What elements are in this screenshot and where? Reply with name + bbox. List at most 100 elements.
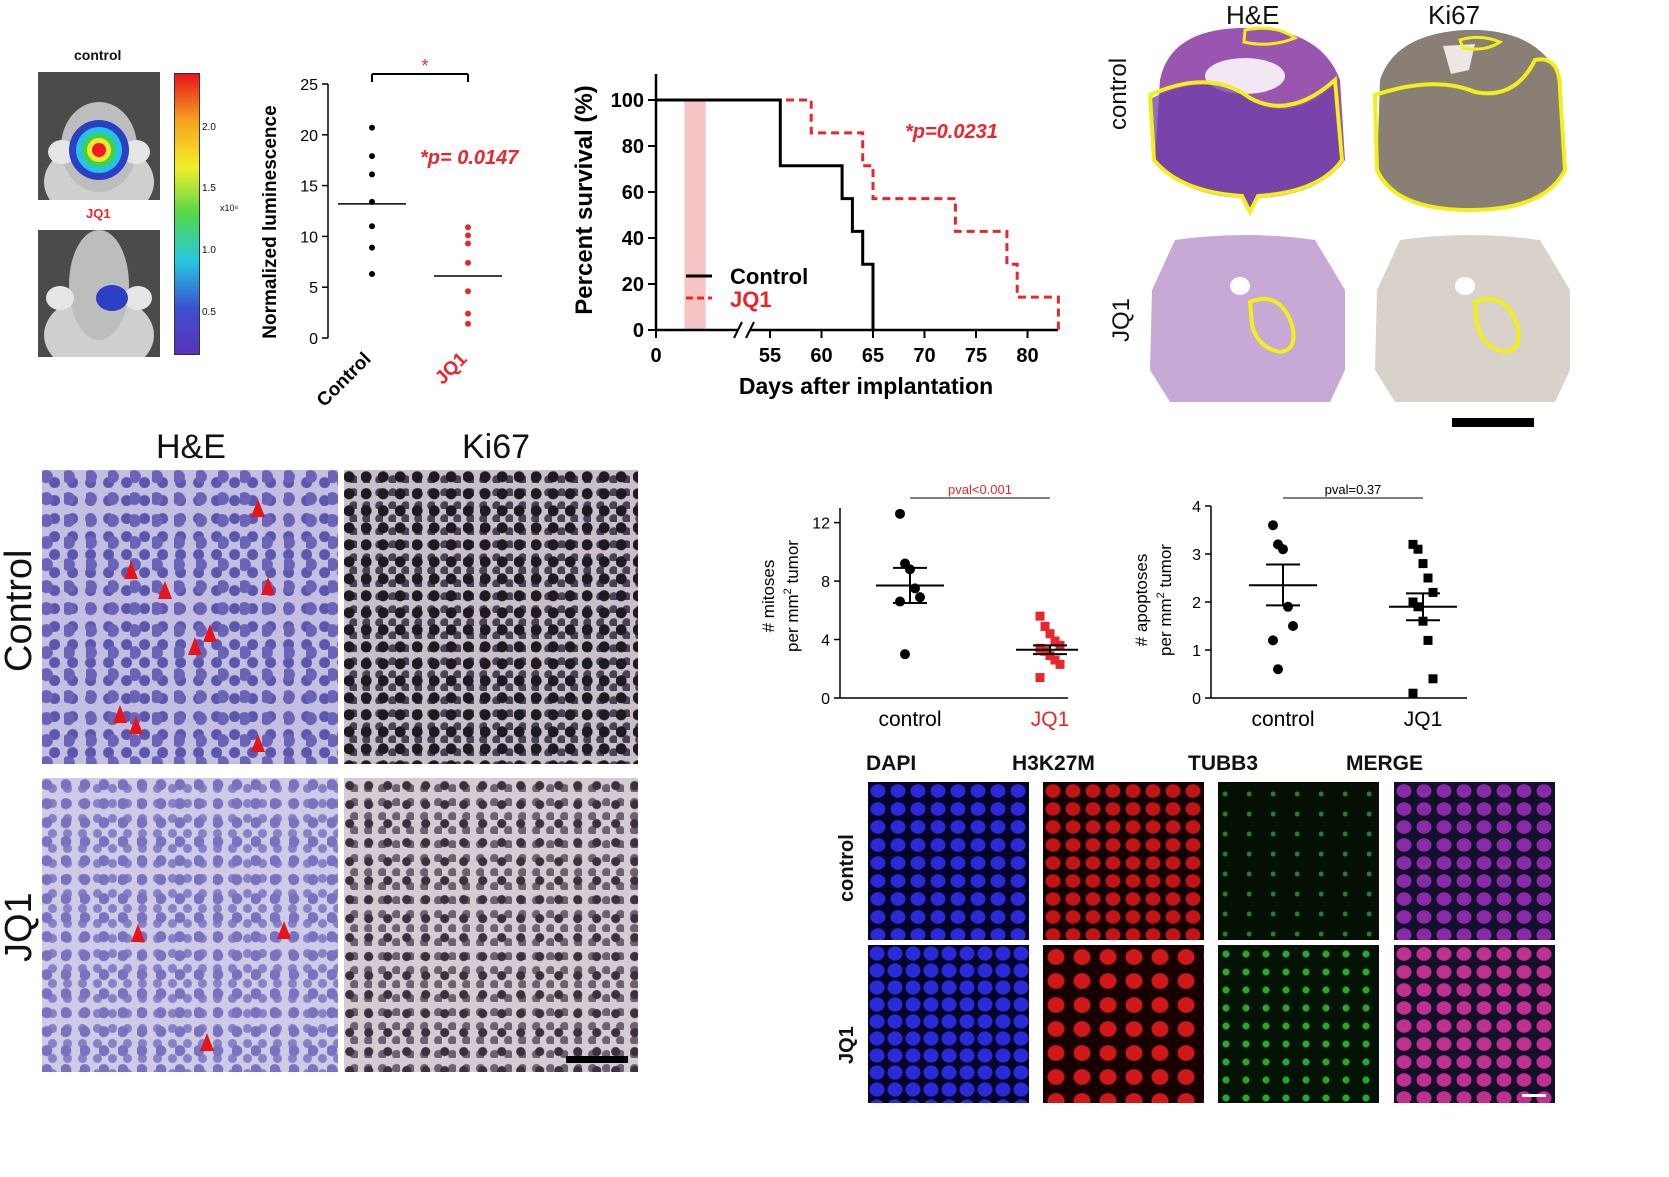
lum-point <box>369 171 375 178</box>
ap-ytick-label: 2 <box>1192 595 1201 612</box>
lum-point <box>369 270 375 277</box>
surv-ylabel: Percent survival (%) <box>571 85 598 314</box>
mitosis-arrowhead <box>203 624 217 642</box>
colorbar-tick: 0.5 <box>202 307 216 318</box>
lum-point <box>369 153 375 160</box>
lum-ylabel: Normalized luminescence <box>260 105 281 338</box>
ap-ytick-label: 4 <box>1192 499 1201 516</box>
if-control-h3k27m <box>1043 782 1204 940</box>
mitosis-arrowhead <box>129 716 143 734</box>
if-jq1-h3k27m <box>1043 945 1204 1103</box>
mitosis-arrowhead <box>113 705 127 723</box>
lum-point <box>369 223 375 230</box>
bli-colorbar-ticks: 2.0 1.5 1.0 0.5 x10⁸ <box>200 73 240 353</box>
mitosis-arrowhead <box>251 499 265 517</box>
mit-point <box>1045 629 1055 639</box>
mitosis-arrowhead <box>251 734 265 752</box>
section-control-ki67 <box>1372 29 1568 213</box>
mit-point <box>1055 659 1065 669</box>
ap-ytick-label: 3 <box>1192 547 1201 564</box>
histo-scale-bar <box>566 1056 628 1063</box>
surv-ytick-label: 100 <box>611 90 644 112</box>
surv-legend: Control JQ1 <box>686 264 808 312</box>
histo-control-he <box>42 470 338 764</box>
lum-point <box>465 259 471 266</box>
mit-point <box>1045 651 1055 661</box>
lum-point <box>465 240 471 247</box>
lum-point <box>369 124 375 131</box>
lum-point <box>465 224 471 231</box>
svg-text:per mm2 tumor: per mm2 tumor <box>782 540 802 652</box>
ap-ylabel-line1: # apoptoses <box>1132 554 1151 647</box>
ap-point <box>1278 544 1288 555</box>
colorbar-tick: 1.0 <box>202 245 216 256</box>
ap-point <box>1423 635 1433 645</box>
colorbar-unit: x10⁸ <box>220 203 239 213</box>
if-control-tubb3 <box>1218 782 1379 940</box>
ap-point <box>1283 601 1293 612</box>
mitoses-chart: # mitoses per mm2 tumor 0 4 8 12 pval<0.001… <box>759 482 1078 731</box>
mit-ytick-label: 12 <box>812 516 830 533</box>
ap-point <box>1408 597 1418 607</box>
section-row-control: control <box>1105 57 1132 130</box>
section-control-he <box>1147 26 1345 217</box>
mit-xtick-jq1: JQ1 <box>1031 708 1070 731</box>
lum-point <box>369 244 375 251</box>
lum-pvalue: *p= 0.0147 <box>420 147 519 169</box>
ap-point <box>1273 664 1283 675</box>
colorbar-tick: 1.5 <box>202 183 216 194</box>
mit-point <box>1035 643 1045 653</box>
ap-point <box>1268 520 1278 531</box>
if-jq1-merge <box>1394 945 1555 1103</box>
lum-xtick-control: Control <box>313 349 376 412</box>
mit-ylabel-line1: # mitoses <box>759 560 778 633</box>
mit-point <box>1050 655 1060 665</box>
bli-jq1-image <box>38 230 160 357</box>
bli-jq1-label: JQ1 <box>86 206 111 221</box>
mit-point <box>1040 621 1050 631</box>
mit-point <box>895 596 905 607</box>
lum-ytick-label: 25 <box>300 77 318 94</box>
mit-point <box>1035 611 1045 621</box>
mit-point <box>915 592 925 603</box>
surv-ytick-label: 0 <box>633 320 644 342</box>
section-col-ki67: Ki67 <box>1428 0 1481 30</box>
lum-ytick-label: 10 <box>300 229 318 246</box>
mit-ytick-label: 8 <box>821 574 830 591</box>
ap-xtick-control: control <box>1251 708 1314 731</box>
mitosis-arrowhead <box>131 924 145 942</box>
ap-point <box>1288 621 1298 631</box>
ap-point <box>1413 544 1423 554</box>
mit-ylabel-line2: per mm <box>783 594 802 652</box>
ap-point <box>1428 674 1438 684</box>
mit-ytick-label: 4 <box>821 633 830 650</box>
histo-col-he: H&E <box>156 428 226 466</box>
histo-row-jq1: JQ1 <box>0 892 40 962</box>
if-col-h3k27m: H3K27M <box>1012 752 1095 775</box>
if-col-dapi: DAPI <box>866 752 917 775</box>
if-jq1-dapi <box>868 945 1029 1103</box>
surv-ytick-label: 60 <box>622 182 644 204</box>
mitosis-arrowhead <box>124 561 138 579</box>
mitosis-arrowhead <box>200 1033 214 1051</box>
lum-point <box>465 232 471 239</box>
legend-control: Control <box>730 264 808 289</box>
histo-jq1-ki67 <box>344 778 638 1072</box>
mitosis-arrowhead <box>188 637 202 655</box>
section-jq1-he <box>1150 235 1345 402</box>
lum-ytick-label: 0 <box>309 331 318 348</box>
mit-xtick-control: control <box>878 708 941 731</box>
lum-ytick-label: 5 <box>309 280 318 297</box>
ap-point <box>1418 559 1428 569</box>
histo-jq1-he <box>42 778 338 1072</box>
ap-ytick-label: 1 <box>1192 643 1201 660</box>
mitosis-arrowhead <box>277 921 291 939</box>
mit-ylabel-sup: 2 <box>782 588 794 594</box>
if-row-jq1: JQ1 <box>836 1026 858 1064</box>
mit-point <box>900 649 910 660</box>
lum-point <box>465 288 471 295</box>
ap-pval: pval=0.37 <box>1325 482 1382 497</box>
surv-xtick-label: 65 <box>862 345 884 367</box>
lum-ytick-label: 15 <box>300 179 318 196</box>
mit-ytick-label: 0 <box>821 691 830 708</box>
